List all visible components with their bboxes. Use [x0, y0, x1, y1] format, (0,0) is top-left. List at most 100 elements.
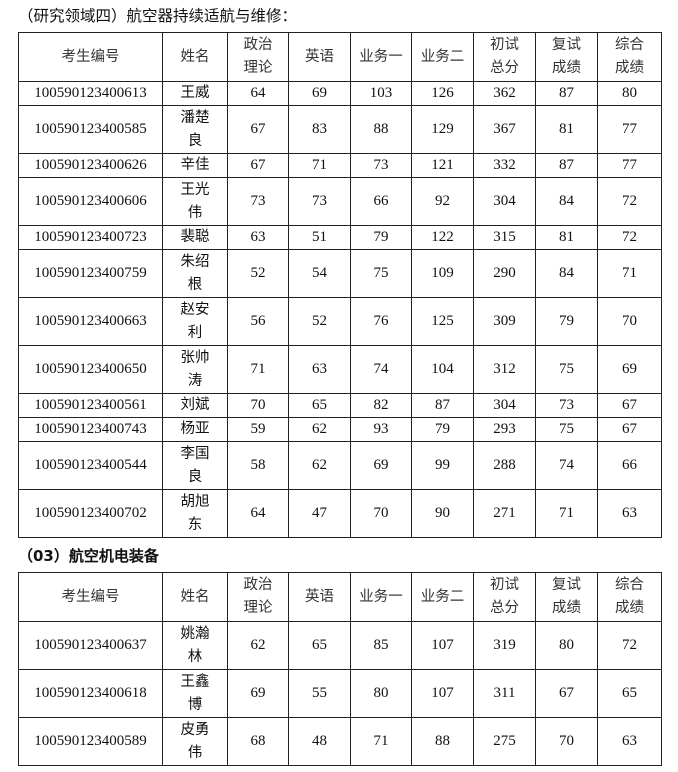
name-text: 张帅涛	[180, 349, 210, 389]
cell-candidate-id: 100590123400606	[18, 177, 163, 226]
cell-name: 刘斌	[162, 393, 228, 418]
cell-subject-1: 66	[350, 177, 412, 226]
cell-subject-2: 87	[411, 393, 474, 418]
name-text: 皮勇伟	[180, 721, 210, 761]
table-row: 100590123400561 刘斌 70 65 82 87 304 73 67	[18, 393, 662, 418]
cell-politics: 71	[227, 345, 289, 394]
cell-subject-2: 125	[411, 297, 474, 346]
cell-initial-total: 288	[473, 441, 536, 490]
cell-retest-score: 80	[535, 621, 598, 670]
cell-subject-2: 99	[411, 441, 474, 490]
table-row: 100590123400606 王光伟 73 73 66 92 304 84 72	[18, 177, 662, 226]
cell-retest-score: 81	[535, 225, 598, 250]
cell-initial-total: 311	[473, 669, 536, 718]
cell-english: 63	[288, 345, 351, 394]
header-label: 英语	[305, 48, 334, 65]
cell-overall-score: 65	[597, 669, 662, 718]
table-row: 100590123400589 皮勇伟 68 48 71 88 275 70 63	[18, 717, 662, 766]
cell-initial-total: 315	[473, 225, 536, 250]
table-row: 100590123400663 赵安利 56 52 76 125 309 79 70	[18, 297, 662, 346]
name-text: 胡旭东	[180, 493, 210, 533]
cell-subject-1: 76	[350, 297, 412, 346]
cell-overall-score: 72	[597, 225, 662, 250]
header-initial-total: 初试总分	[473, 32, 536, 82]
header-politics: 政治理论	[227, 32, 289, 82]
cell-name: 杨亚	[162, 417, 228, 442]
cell-subject-2: 129	[411, 105, 474, 154]
cell-retest-score: 75	[535, 417, 598, 442]
section-title-aviation-electromechanical: （03）航空机电装备	[18, 547, 159, 565]
cell-politics: 73	[227, 177, 289, 226]
header-candidate-id: 考生编号	[18, 572, 163, 622]
cell-politics: 56	[227, 297, 289, 346]
cell-name: 胡旭东	[162, 489, 228, 538]
cell-english: 51	[288, 225, 351, 250]
header-label: 初试总分	[490, 577, 519, 616]
cell-initial-total: 312	[473, 345, 536, 394]
header-label: 政治理论	[243, 37, 273, 76]
cell-name: 王光伟	[162, 177, 228, 226]
cell-retest-score: 71	[535, 489, 598, 538]
cell-subject-1: 103	[350, 81, 412, 106]
cell-candidate-id: 100590123400626	[18, 153, 163, 178]
cell-subject-1: 74	[350, 345, 412, 394]
cell-politics: 63	[227, 225, 289, 250]
cell-politics: 64	[227, 81, 289, 106]
cell-name: 潘楚良	[162, 105, 228, 154]
cell-retest-score: 75	[535, 345, 598, 394]
cell-subject-1: 85	[350, 621, 412, 670]
header-label: 业务一	[359, 588, 403, 605]
table-row: 100590123400723 裴聪 63 51 79 122 315 81 72	[18, 225, 662, 250]
cell-initial-total: 362	[473, 81, 536, 106]
header-label: 业务二	[420, 48, 465, 65]
cell-candidate-id: 100590123400663	[18, 297, 163, 346]
cell-initial-total: 290	[473, 249, 536, 298]
cell-retest-score: 84	[535, 177, 598, 226]
table-header-row: 考生编号 姓名 政治理论 英语 业务一 业务二 初试总分 复试成绩 综合成绩	[18, 32, 662, 82]
cell-overall-score: 77	[597, 105, 662, 154]
cell-candidate-id: 100590123400618	[18, 669, 163, 718]
table-row: 100590123400743 杨亚 59 62 93 79 293 75 67	[18, 417, 662, 442]
cell-initial-total: 271	[473, 489, 536, 538]
cell-subject-2: 107	[411, 621, 474, 670]
name-text: 辛佳	[180, 157, 210, 173]
cell-overall-score: 72	[597, 177, 662, 226]
table-row: 100590123400759 朱绍根 52 54 75 109 290 84 71	[18, 249, 662, 298]
cell-retest-score: 70	[535, 717, 598, 766]
cell-politics: 70	[227, 393, 289, 418]
header-english: 英语	[288, 572, 351, 622]
cell-candidate-id: 100590123400637	[18, 621, 163, 670]
cell-subject-2: 109	[411, 249, 474, 298]
section-title-aircraft-maintenance: （研究领域四）航空器持续适航与维修：	[18, 8, 298, 25]
header-label: 业务二	[420, 588, 465, 605]
cell-english: 47	[288, 489, 351, 538]
cell-retest-score: 81	[535, 105, 598, 154]
cell-retest-score: 79	[535, 297, 598, 346]
cell-initial-total: 304	[473, 177, 536, 226]
cell-overall-score: 67	[597, 393, 662, 418]
cell-politics: 67	[227, 105, 289, 154]
cell-name: 李国良	[162, 441, 228, 490]
cell-english: 62	[288, 441, 351, 490]
cell-subject-2: 90	[411, 489, 474, 538]
cell-initial-total: 367	[473, 105, 536, 154]
cell-overall-score: 67	[597, 417, 662, 442]
cell-candidate-id: 100590123400585	[18, 105, 163, 154]
cell-subject-1: 73	[350, 153, 412, 178]
name-text: 朱绍根	[180, 253, 210, 293]
cell-candidate-id: 100590123400561	[18, 393, 163, 418]
name-text: 李国良	[180, 445, 210, 485]
scores-table-aircraft-maintenance: 考生编号 姓名 政治理论 英语 业务一 业务二 初试总分 复试成绩 综合成绩 100590123…	[18, 32, 662, 538]
cell-english: 52	[288, 297, 351, 346]
cell-candidate-id: 100590123400723	[18, 225, 163, 250]
cell-name: 裴聪	[162, 225, 228, 250]
header-label: 姓名	[180, 48, 210, 65]
scores-table-aviation-electromechanical: 考生编号 姓名 政治理论 英语 业务一 业务二 初试总分 复试成绩 综合成绩 100590123…	[18, 572, 662, 766]
header-label: 复试成绩	[552, 577, 581, 616]
header-label: 考生编号	[61, 588, 120, 605]
cell-overall-score: 70	[597, 297, 662, 346]
header-subject-2: 业务二	[411, 32, 474, 82]
cell-english: 54	[288, 249, 351, 298]
header-label: 综合成绩	[615, 577, 644, 616]
cell-subject-1: 93	[350, 417, 412, 442]
